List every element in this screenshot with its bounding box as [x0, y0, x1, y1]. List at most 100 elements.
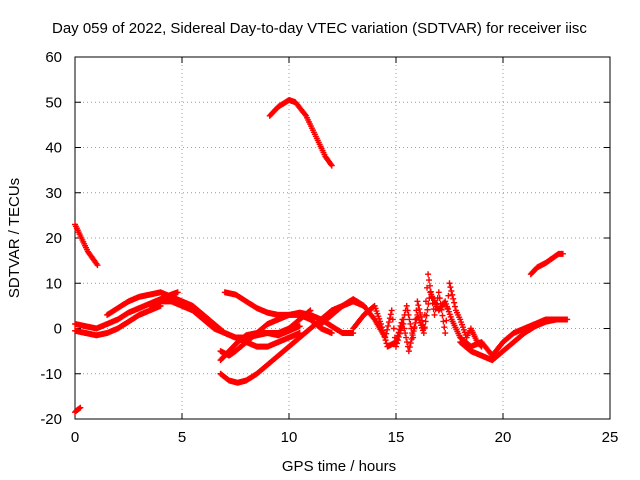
series-arc-7 — [146, 298, 303, 350]
y-tick-label: 50 — [45, 94, 62, 111]
y-tick-label: 60 — [45, 49, 62, 66]
data-point — [328, 330, 335, 337]
series-arc-3 — [266, 96, 335, 169]
series-arc-2 — [72, 404, 84, 416]
data-point — [302, 111, 309, 118]
x-tick-label: 5 — [178, 429, 186, 446]
data-point — [447, 284, 454, 291]
data-point — [425, 300, 432, 307]
series-arc-9 — [221, 289, 357, 337]
data-point — [449, 291, 456, 298]
data-point — [425, 271, 432, 278]
data-point — [404, 339, 411, 346]
grid-lines — [75, 57, 610, 419]
data-point — [405, 348, 412, 355]
y-tick-label: 30 — [45, 185, 62, 202]
y-tick-label: -20 — [40, 411, 62, 428]
data-point — [451, 299, 458, 306]
data-point — [441, 324, 448, 331]
y-tick-label: 20 — [45, 230, 62, 247]
y-tick-label: -10 — [40, 366, 62, 383]
data-point — [442, 330, 449, 337]
data-point — [328, 162, 335, 169]
series-arc-11 — [217, 307, 314, 364]
data-point — [403, 334, 410, 341]
data-point — [559, 250, 566, 257]
data-point — [327, 161, 334, 168]
chart-title: Day 059 of 2022, Sidereal Day-to-day VTE… — [52, 20, 587, 37]
data-point — [307, 307, 314, 314]
data-point — [415, 302, 422, 309]
data-point — [77, 404, 84, 411]
data-point — [395, 329, 402, 336]
data-point — [404, 307, 411, 314]
y-tick-labels: -20 -10 0 10 20 30 40 50 60 — [40, 49, 62, 428]
data-point — [407, 320, 414, 327]
y-axis-label: SDTVAR / TECUs — [6, 178, 23, 298]
data-point — [406, 316, 413, 323]
data-point — [452, 303, 459, 310]
data-point — [393, 335, 400, 342]
data-point — [380, 330, 387, 337]
y-tick-label: 0 — [54, 321, 62, 338]
data-point — [306, 308, 313, 315]
data-point — [385, 319, 392, 326]
data-point — [388, 307, 395, 314]
data-point — [406, 344, 413, 351]
data-point — [387, 311, 394, 318]
x-tick-label: 20 — [495, 429, 512, 446]
data-point — [410, 328, 417, 335]
data-point — [390, 325, 397, 332]
data-point — [424, 306, 431, 313]
data-point — [421, 324, 428, 331]
data-point — [405, 311, 412, 318]
series-arc-5 — [72, 302, 164, 339]
data-point — [393, 339, 399, 346]
data-series — [72, 96, 571, 416]
data-point — [435, 289, 442, 296]
data-point — [381, 333, 388, 340]
data-point — [559, 316, 566, 323]
data-point — [400, 320, 407, 327]
x-tick-label: 10 — [281, 429, 298, 446]
data-point — [450, 295, 457, 302]
data-point — [379, 327, 386, 334]
data-point — [446, 280, 453, 287]
data-point — [414, 298, 421, 305]
x-tick-labels: 0 5 10 15 20 25 — [71, 429, 619, 446]
data-point — [416, 306, 423, 313]
data-point — [448, 288, 455, 295]
y-tick-label: 40 — [45, 140, 62, 157]
data-point — [443, 317, 450, 324]
data-point — [385, 322, 392, 329]
y-tick-label: 10 — [45, 275, 62, 292]
x-axis-label: GPS time / hours — [282, 458, 396, 475]
data-point — [436, 295, 443, 302]
x-tick-label: 0 — [71, 429, 79, 446]
series-arc-14 — [457, 316, 566, 364]
x-tick-label: 15 — [388, 429, 405, 446]
data-point — [399, 316, 406, 323]
data-point — [413, 307, 420, 314]
data-point — [402, 330, 409, 337]
data-point — [439, 312, 446, 319]
series-arc-15 — [527, 250, 566, 278]
data-point — [440, 318, 447, 325]
data-point — [426, 277, 433, 284]
data-point — [445, 292, 452, 299]
data-point — [431, 311, 438, 318]
x-tick-label: 25 — [602, 429, 619, 446]
data-point — [174, 289, 181, 296]
axis-ticks — [74, 56, 611, 420]
data-point — [408, 336, 415, 343]
data-point — [382, 337, 389, 344]
data-point — [407, 340, 414, 347]
data-point — [378, 324, 385, 331]
data-point — [420, 330, 427, 337]
data-point — [401, 325, 408, 332]
data-point — [394, 332, 401, 339]
data-point — [386, 315, 393, 322]
data-point — [411, 323, 418, 330]
data-point — [409, 332, 416, 339]
